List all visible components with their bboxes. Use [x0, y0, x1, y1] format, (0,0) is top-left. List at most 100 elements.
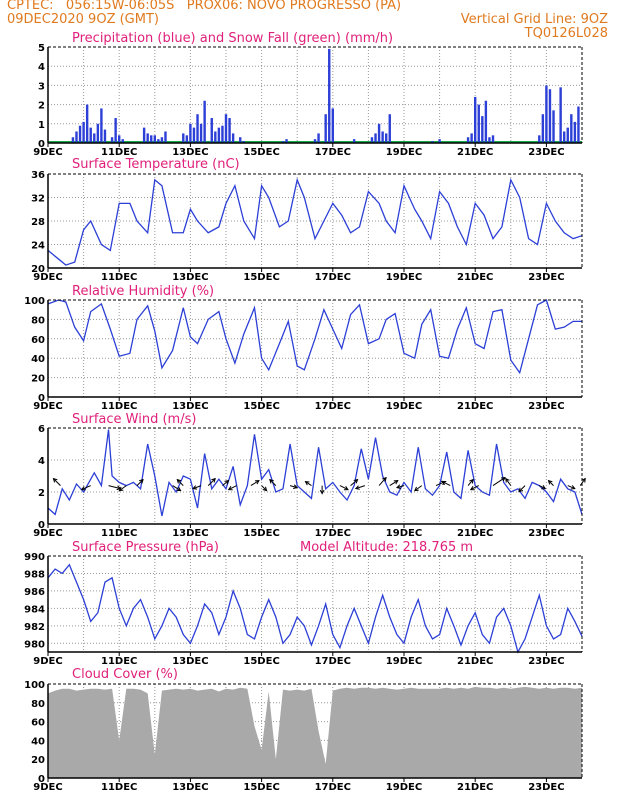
precip-bar	[281, 141, 285, 143]
y-tick-label: 0	[38, 774, 45, 785]
precip-bar	[160, 137, 164, 143]
precip-bar	[71, 137, 75, 143]
wind-arrow	[228, 485, 237, 491]
x-tick-label: 9DEC	[33, 782, 62, 793]
precip-bar	[189, 123, 192, 143]
x-tick-label: 17DEC	[315, 656, 351, 667]
panel-2: Relative Humidity (%) 0 20 40 60 80 100 9DEC 11D…	[24, 284, 583, 412]
x-tick-label: 17DEC	[315, 401, 351, 412]
header-station-line: CPTEC: 056:15W-06:05S PROX06: NOVO PROGR…	[7, 0, 402, 13]
precip-bar	[214, 131, 217, 143]
wind-arrow	[53, 478, 61, 486]
x-tick-label: 21DEC	[457, 272, 493, 283]
wind-arrow-head	[211, 477, 216, 483]
wind-arrow	[378, 477, 387, 486]
precip-bar	[477, 104, 480, 143]
wind-arrow-head	[293, 484, 299, 489]
wind-arrow	[81, 485, 91, 491]
precip-bar	[93, 133, 96, 143]
y-tick-label: 40	[31, 736, 45, 747]
x-tick-label: 19DEC	[386, 656, 422, 667]
precip-bar	[221, 125, 224, 143]
precip-bar	[142, 127, 146, 143]
header-date-line: 09DEC2020 9OZ (GMT)	[7, 12, 159, 27]
wind-arrow-head	[518, 487, 524, 493]
precip-bar	[566, 127, 569, 143]
y-tick-label: 986	[24, 587, 45, 598]
x-tick-label: 13DEC	[172, 401, 208, 412]
precip-bar	[203, 100, 206, 143]
y-tick-label: 982	[24, 622, 45, 633]
precip-bar	[563, 131, 566, 143]
x-tick-label: 19DEC	[386, 272, 422, 283]
wind-arrow-head	[469, 478, 474, 484]
wind-arrow-head	[500, 477, 506, 482]
x-tick-label: 15DEC	[243, 528, 279, 539]
y-tick-label: 984	[24, 604, 45, 615]
x-tick-label: 21DEC	[457, 782, 493, 793]
precip-bar	[573, 121, 577, 143]
wind-arrow-head	[541, 485, 547, 490]
precip-bar	[75, 131, 78, 143]
precip-bar	[491, 135, 495, 143]
wind-arrow-head	[505, 477, 510, 483]
x-tick-label: 23DEC	[528, 272, 564, 283]
panel-3: Surface Wind (m/s) 0 2 4 6 9DEC 11DEC 13DEC 15DE…	[33, 412, 586, 539]
precip-bar	[317, 133, 320, 143]
y-tick-label: 32	[31, 194, 45, 205]
y-tick-label: 24	[31, 241, 45, 252]
precip-bar	[559, 87, 562, 143]
precip-bar	[121, 139, 124, 143]
x-tick-label: 21DEC	[457, 656, 493, 667]
precip-bar	[370, 137, 374, 143]
x-tick-label: 19DEC	[386, 528, 422, 539]
precip-bar	[192, 127, 196, 143]
wind-arrow-head	[343, 486, 349, 491]
wind-arrow-head	[581, 477, 586, 483]
precip-bar	[182, 133, 185, 143]
x-tick-label: 11DEC	[101, 656, 137, 667]
precip-bar	[538, 135, 541, 143]
wind-arrow-head	[262, 486, 268, 492]
precip-bar	[285, 139, 288, 143]
x-tick-label: 15DEC	[243, 782, 279, 793]
x-tick-label: 11DEC	[101, 528, 137, 539]
wind-arrow	[442, 481, 451, 487]
y-tick-label: 28	[31, 217, 45, 228]
series-line	[47, 299, 582, 375]
wind-arrow	[579, 478, 586, 486]
precip-bar	[224, 114, 228, 143]
wind-arrow-head	[224, 479, 230, 485]
wind-arrow	[207, 478, 216, 486]
y-tick-label: 80	[31, 315, 45, 326]
y-tick-label: 1	[38, 120, 45, 131]
wind-arrow	[518, 485, 526, 492]
x-tick-label: 13DEC	[172, 528, 208, 539]
y-tick-label: 20	[31, 264, 45, 275]
precip-bar	[488, 137, 491, 143]
x-tick-label: 21DEC	[457, 147, 493, 158]
y-tick-label: 60	[31, 335, 45, 346]
wind-arrow-head	[413, 486, 419, 492]
x-tick-label: 15DEC	[243, 147, 279, 158]
x-tick-label: 17DEC	[315, 147, 351, 158]
x-tick-label: 21DEC	[457, 528, 493, 539]
header-grid-line: Vertical Grid Line: 9OZ	[460, 12, 608, 27]
y-tick-label: 100	[24, 296, 45, 307]
x-tick-label: 23DEC	[528, 528, 564, 539]
wind-arrow-head	[354, 485, 360, 490]
x-tick-label: 23DEC	[528, 147, 564, 158]
precip-bar	[110, 137, 114, 143]
wind-arrow-head	[319, 489, 325, 495]
y-tick-label: 100	[24, 680, 45, 691]
wind-arrow	[470, 485, 479, 491]
precip-bar	[577, 106, 580, 143]
y-tick-label: 0	[38, 139, 45, 150]
x-tick-label: 15DEC	[243, 272, 279, 283]
wind-arrow	[539, 485, 546, 490]
precip-bar	[313, 139, 317, 143]
x-tick-label: 15DEC	[243, 656, 279, 667]
x-tick-label: 19DEC	[386, 782, 422, 793]
wind-arrow	[350, 479, 358, 486]
x-tick-label: 11DEC	[101, 147, 137, 158]
